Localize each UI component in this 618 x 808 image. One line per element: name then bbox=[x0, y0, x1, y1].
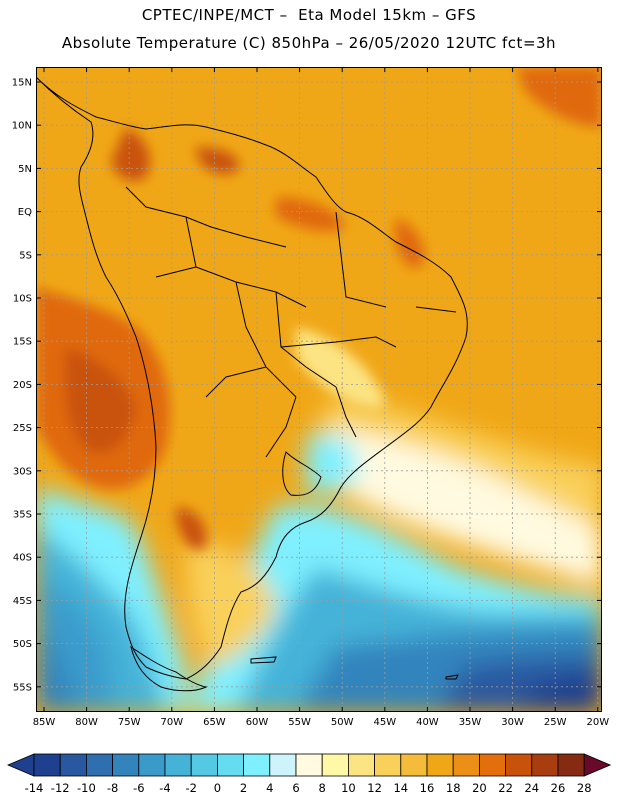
colorbar-box bbox=[86, 753, 114, 777]
lon-label: 20W bbox=[586, 717, 609, 728]
colorbar-label: 20 bbox=[472, 781, 487, 795]
colorbar-box bbox=[190, 753, 218, 777]
colorbar-label: -2 bbox=[185, 781, 196, 795]
colorbar-label: 10 bbox=[341, 781, 356, 795]
colorbar-arrow-left bbox=[6, 753, 35, 777]
colorbar-box bbox=[374, 753, 402, 777]
temperature-field bbox=[36, 67, 602, 712]
colorbar-label: 14 bbox=[393, 781, 408, 795]
lat-label: 10N bbox=[12, 121, 32, 132]
colorbar-label: 24 bbox=[524, 781, 539, 795]
colorbar-label: -4 bbox=[159, 781, 170, 795]
colorbar-box bbox=[400, 753, 428, 777]
lat-label: 50S bbox=[13, 639, 32, 650]
colorbar-label: -14 bbox=[25, 781, 44, 795]
colorbar-box bbox=[243, 753, 271, 777]
title-line-1: CPTEC/INPE/MCT – Eta Model 15km – GFS bbox=[141, 6, 477, 24]
lon-label: 55W bbox=[288, 717, 311, 728]
lat-label: 20S bbox=[13, 380, 32, 391]
lat-label: 10S bbox=[13, 294, 32, 305]
lon-labels: 85W 80W 75W 70W 65W 60W 55W 50W 45W 40W 35W 30W 25W 2… bbox=[33, 717, 610, 728]
lat-label: 25S bbox=[13, 423, 32, 434]
colorbar-label: 8 bbox=[319, 781, 326, 795]
colorbar-box bbox=[531, 753, 559, 777]
colorbar-box bbox=[426, 753, 454, 777]
lon-label: 80W bbox=[75, 717, 98, 728]
colorbar-box bbox=[321, 753, 349, 777]
colorbar-label: 26 bbox=[551, 781, 566, 795]
colorbar-box bbox=[138, 753, 166, 777]
colorbar-labels: -14 -12 -10 -8 -6 -4 -2 0 2 4 6 8 10 12 14 16 18 20 22 24 26… bbox=[25, 781, 592, 795]
colorbar-label: 2 bbox=[240, 781, 247, 795]
lon-label: 30W bbox=[501, 717, 524, 728]
lon-label: 75W bbox=[118, 717, 141, 728]
colorbar-label: -10 bbox=[77, 781, 96, 795]
colorbar-box bbox=[557, 753, 585, 777]
field-bands bbox=[36, 397, 602, 712]
colorbar-box bbox=[452, 753, 480, 777]
colorbar-label: 16 bbox=[420, 781, 435, 795]
lon-label: 25W bbox=[544, 717, 567, 728]
colorbar-box bbox=[112, 753, 140, 777]
colorbar-label: 0 bbox=[214, 781, 221, 795]
colorbar-box bbox=[269, 753, 297, 777]
lat-label: 35S bbox=[13, 510, 32, 521]
colorbar-box bbox=[347, 753, 375, 777]
colorbar-label: -6 bbox=[133, 781, 144, 795]
colorbar-box bbox=[164, 753, 192, 777]
gridlines bbox=[36, 67, 602, 712]
colorbar-label: 4 bbox=[266, 781, 273, 795]
lat-label: 5S bbox=[19, 250, 32, 261]
lon-label: 70W bbox=[160, 717, 183, 728]
colorbar-arrow-right bbox=[583, 753, 612, 777]
lon-label: 85W bbox=[33, 717, 56, 728]
lon-label: 40W bbox=[416, 717, 439, 728]
lon-label: 60W bbox=[246, 717, 269, 728]
lat-label: 5N bbox=[18, 164, 32, 175]
colorbar-label: 28 bbox=[577, 781, 592, 795]
lat-label: 15N bbox=[12, 78, 32, 89]
lon-label: 35W bbox=[459, 717, 482, 728]
axis-ticks bbox=[36, 67, 602, 712]
colorbar-label: 18 bbox=[446, 781, 461, 795]
map-svg bbox=[36, 67, 602, 712]
coastline bbox=[36, 76, 468, 692]
colorbar-box bbox=[478, 753, 506, 777]
lat-label: 45S bbox=[13, 596, 32, 607]
map-frame bbox=[36, 67, 602, 712]
colorbar-box bbox=[505, 753, 533, 777]
lat-label: 55S bbox=[13, 682, 32, 693]
lon-label: 45W bbox=[373, 717, 396, 728]
lat-label: 30S bbox=[13, 466, 32, 477]
colorbar-box bbox=[216, 753, 244, 777]
lat-label: EQ bbox=[18, 207, 32, 218]
colorbar-boxes bbox=[6, 753, 612, 777]
colorbar-label: 22 bbox=[498, 781, 513, 795]
lat-label: 15S bbox=[13, 337, 32, 348]
colorbar: -14 -12 -10 -8 -6 -4 -2 0 2 4 6 8 10 12 14 16 18 20 22 24 26… bbox=[6, 753, 612, 795]
temperature-map[interactable] bbox=[36, 67, 602, 712]
colorbar-box bbox=[295, 753, 323, 777]
colorbar-label: -8 bbox=[107, 781, 118, 795]
colorbar-box bbox=[59, 753, 87, 777]
colorbar-box bbox=[33, 753, 61, 777]
title-line-2: Absolute Temperature (C) 850hPa – 26/05/… bbox=[61, 34, 557, 52]
lon-label: 50W bbox=[331, 717, 354, 728]
lat-labels: 15N 10N 5N EQ 5S 10S 15S 20S 25S 30S 35S 40S 45S 50S 5… bbox=[12, 78, 32, 694]
lat-label: 40S bbox=[13, 553, 32, 564]
colorbar-label: 12 bbox=[367, 781, 382, 795]
colorbar-label: 6 bbox=[292, 781, 299, 795]
lon-label: 65W bbox=[203, 717, 226, 728]
colorbar-label: -12 bbox=[51, 781, 70, 795]
